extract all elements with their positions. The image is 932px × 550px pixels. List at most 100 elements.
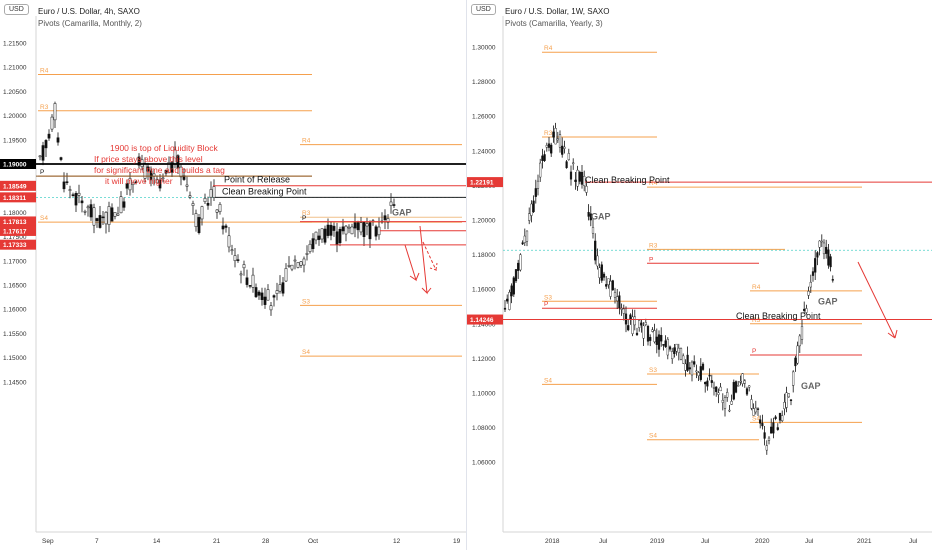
candle-body	[104, 212, 108, 225]
candle-body	[65, 181, 69, 183]
right-chart-canvas[interactable]: 1.300001.280001.260001.240001.220001.200…	[467, 0, 932, 550]
candle-body	[155, 178, 159, 184]
candle-body	[550, 144, 553, 154]
candle-body	[719, 386, 722, 392]
symbol-title[interactable]: Euro / U.S. Dollar, 1W, SAXO	[505, 7, 610, 16]
candle-body	[600, 264, 603, 281]
candle-body	[296, 262, 300, 268]
currency-button[interactable]: USD	[471, 4, 496, 15]
y-tick-label: 1.30000	[472, 45, 496, 52]
pivot-level-label: S4	[302, 349, 310, 356]
candle-body	[671, 351, 674, 360]
candle-body	[251, 274, 255, 288]
candle-body	[701, 363, 705, 370]
forecast-arrow	[419, 225, 432, 295]
currency-button[interactable]: USD	[4, 4, 29, 15]
candle-body	[134, 181, 138, 184]
symbol-title[interactable]: Euro / U.S. Dollar, 4h, SAXO	[38, 7, 140, 16]
candle-body	[774, 416, 777, 420]
candle-body	[242, 264, 246, 269]
candle-body	[827, 249, 830, 266]
gap-text: GAP	[801, 381, 821, 391]
price-tag	[467, 177, 503, 188]
candle-body	[299, 261, 303, 266]
analysis-note-line: for significant time and builds a tag	[94, 165, 225, 175]
candle-body	[389, 201, 393, 206]
candle-body	[356, 222, 360, 231]
gap-text: GAP	[818, 296, 838, 306]
price-tag-label: 1.17813	[3, 219, 27, 226]
candle-body	[629, 314, 632, 320]
pivot-level-label: S4	[544, 377, 552, 384]
candle-body	[693, 361, 696, 365]
candle-body	[519, 254, 522, 271]
candle-body	[167, 161, 171, 173]
clean-breaking-point-text: Clean Breaking Point	[736, 311, 821, 321]
candle-body	[512, 277, 515, 295]
candle-body	[53, 103, 57, 121]
left-chart-canvas[interactable]: 1.21500 1.21000 1.20500 1.20000 1.19500 1.190…	[0, 0, 466, 550]
pivot-level-label: R3	[302, 210, 311, 217]
candle-body	[640, 322, 643, 326]
candle-body	[272, 295, 276, 298]
candle-body	[805, 308, 808, 313]
indicator-title[interactable]: Pivots (Camarilla, Monthly, 2)	[38, 19, 142, 28]
candle-body	[662, 344, 665, 346]
candle-body	[83, 211, 87, 213]
price-tag	[467, 314, 503, 325]
candle-body	[281, 282, 285, 294]
pivot-level-label: P	[544, 301, 548, 308]
candle-body	[368, 222, 372, 240]
x-tick-label: Jul	[599, 538, 608, 545]
candle-body	[521, 242, 524, 245]
candle-body	[585, 185, 588, 193]
candle-body	[302, 258, 306, 266]
candle-body	[675, 343, 678, 352]
candle-body	[212, 186, 216, 198]
candle-body	[275, 290, 279, 294]
candle-body	[287, 265, 291, 267]
pivot-level-label: P	[649, 256, 653, 263]
candle-body	[221, 225, 225, 230]
right-chart-panel[interactable]: 1.300001.280001.260001.240001.220001.200…	[466, 0, 932, 550]
candle-body	[706, 380, 709, 387]
candle-body	[194, 213, 198, 227]
candle-body	[215, 209, 219, 213]
candle-body	[344, 225, 348, 235]
candle-body	[158, 179, 162, 189]
candle-body	[800, 326, 804, 340]
pivot-level-label: P	[302, 215, 306, 222]
candle-body	[38, 155, 42, 158]
candle-body	[783, 402, 786, 410]
left-chart-panel[interactable]: 1.21500 1.21000 1.20500 1.20000 1.19500 1.190…	[0, 0, 466, 550]
x-tick-label: 14	[153, 538, 161, 545]
candle-body	[326, 224, 330, 236]
candle-body	[787, 393, 790, 398]
candle-body	[567, 153, 570, 160]
candle-body	[236, 259, 240, 261]
candle-body	[523, 235, 526, 243]
candle-body	[101, 216, 105, 219]
candle-body	[95, 218, 99, 221]
indicator-title[interactable]: Pivots (Camarilla, Yearly, 3)	[505, 19, 603, 28]
candle-body	[365, 223, 369, 227]
candle-body	[673, 347, 676, 354]
chart-legend: Euro / U.S. Dollar, 4h, SAXO Pivots (Cam…	[38, 6, 142, 30]
candle-body	[649, 336, 652, 341]
pivot-level-label: S4	[40, 215, 48, 222]
gap-text: GAP	[591, 212, 611, 222]
candle-body	[80, 200, 84, 204]
y-tick-label: 1.10000	[472, 391, 496, 398]
candle-body	[754, 407, 757, 413]
x-tick-label: 2019	[650, 538, 665, 545]
y-tick-label: 1.28000	[472, 79, 496, 86]
candle-body	[50, 116, 54, 130]
x-tick-label: 19	[453, 538, 461, 545]
y-tick-label: 1.21000	[3, 65, 27, 72]
x-tick-label: 2018	[545, 538, 560, 545]
y-tick-label: 1.24000	[472, 148, 496, 155]
candle-body	[611, 280, 614, 291]
candle-body	[770, 426, 773, 434]
candle-body	[47, 133, 51, 139]
candle-body	[305, 253, 309, 255]
